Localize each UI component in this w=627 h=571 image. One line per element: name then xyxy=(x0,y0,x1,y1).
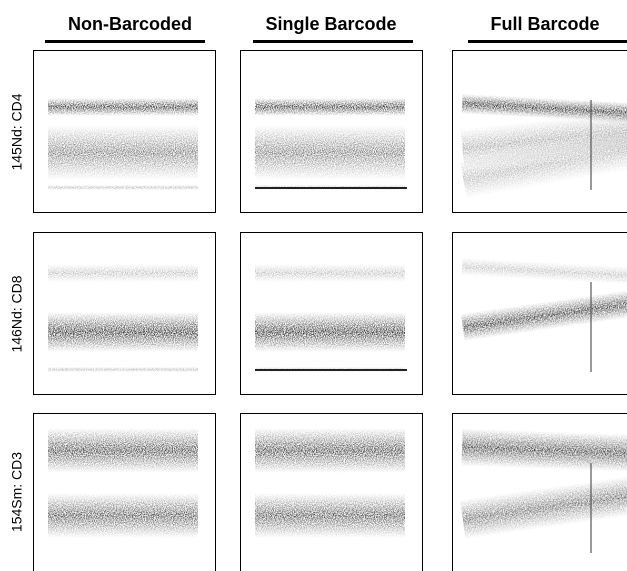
density-band xyxy=(48,367,198,372)
row-label: 145Nd: CD4 xyxy=(9,93,25,170)
header-rule xyxy=(253,40,413,43)
row-label: 146Nd: CD8 xyxy=(9,275,25,352)
density-band xyxy=(48,98,198,116)
density-plot xyxy=(240,232,423,395)
density-band xyxy=(255,428,405,473)
density-plot xyxy=(240,50,423,213)
density-band xyxy=(48,264,198,282)
density-plot xyxy=(452,232,627,395)
row-label: 154Sm: CD3 xyxy=(9,452,25,532)
column-header: Full Barcode xyxy=(490,14,599,34)
column-header: Single Barcode xyxy=(265,14,396,34)
header-rule xyxy=(45,40,205,43)
density-band xyxy=(255,264,405,282)
artifact-line xyxy=(590,463,592,553)
density-plot xyxy=(33,413,216,571)
density-plot xyxy=(452,413,627,571)
density-band xyxy=(461,428,627,472)
density-band xyxy=(48,312,198,352)
density-plot xyxy=(240,413,423,571)
density-band xyxy=(255,312,405,352)
figure: Non-Barcoded Single Barcode Full Barcode… xyxy=(0,0,627,571)
density-band xyxy=(48,493,198,538)
baseline-line xyxy=(255,369,407,371)
density-plot xyxy=(33,232,216,395)
density-band xyxy=(48,185,198,190)
baseline-line xyxy=(255,187,407,189)
density-plot xyxy=(33,50,216,213)
page: Non-Barcoded Single Barcode Full Barcode… xyxy=(0,0,627,571)
column-header: Non-Barcoded xyxy=(68,14,192,34)
density-plot xyxy=(452,50,627,213)
panels xyxy=(33,50,627,571)
header-rule xyxy=(468,40,627,43)
density-band xyxy=(48,125,198,180)
density-band xyxy=(255,493,405,538)
density-band xyxy=(255,98,405,116)
density-band xyxy=(255,125,405,180)
artifact-line xyxy=(590,100,592,190)
density-band xyxy=(48,428,198,473)
artifact-line xyxy=(590,282,592,372)
